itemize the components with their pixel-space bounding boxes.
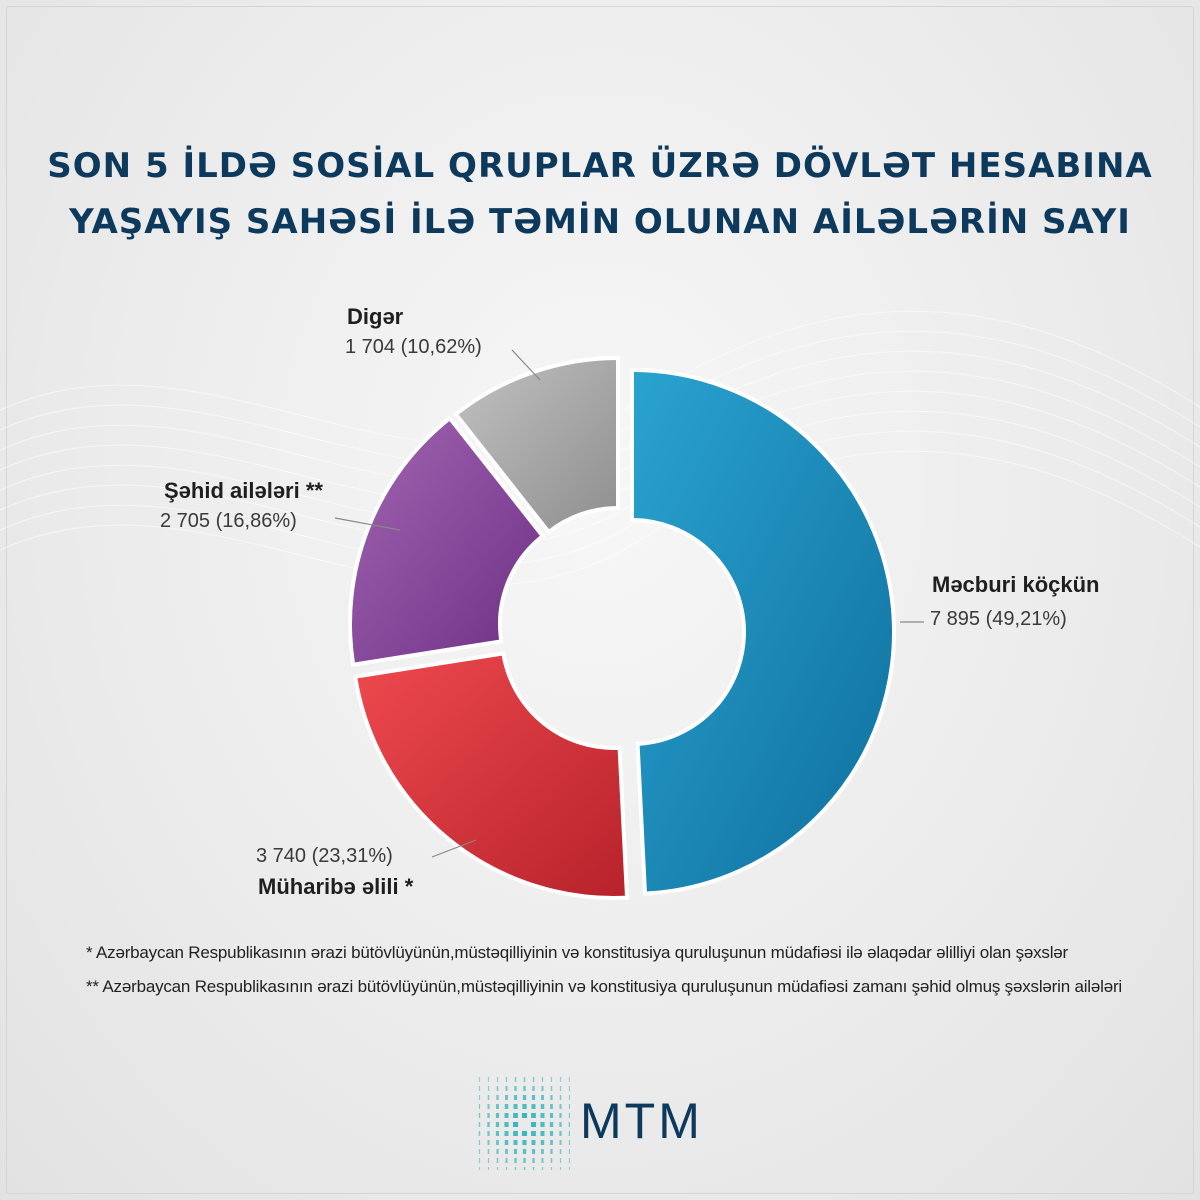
slice-label-name-0: Məcburi köçkün (932, 572, 1100, 597)
slice-label-name-1: Müharibə əlili * (258, 874, 414, 899)
title-line-1: SON 5 İLDƏ SOSİAL QRUPLAR ÜZRƏ DÖVLƏT HE… (47, 146, 1153, 186)
title-line-2: YAŞAYIŞ SAHƏSİ İLƏ TƏMİN OLUNAN AİLƏLƏRİ… (69, 202, 1131, 242)
slice-label-value-2: 2 705 (16,86%) (160, 510, 297, 532)
slice-label-value-1: 3 740 (23,31%) (256, 845, 393, 867)
logo-text: MTM (580, 1093, 703, 1149)
donut-slice-3 (453, 355, 620, 535)
leader-line-2 (334, 517, 401, 531)
leader-line-1 (431, 839, 477, 858)
slice-label-name-2: Şəhid ailələri ** (164, 478, 323, 503)
slice-label-name-3: Digər (347, 304, 404, 329)
donut-slice-1 (352, 651, 630, 900)
chart-title: SON 5 İLDƏ SOSİAL QRUPLAR ÜZRƏ DÖVLƏT HE… (0, 138, 1200, 250)
footnote-1: * Azərbaycan Respublikasının ərazi bütöv… (86, 943, 1069, 962)
mtm-logo: MTM (470, 1070, 770, 1172)
slice-label-value-0: 7 895 (49,21%) (930, 608, 1067, 630)
leader-line-3 (511, 349, 541, 381)
slice-label-value-3: 1 704 (10,62%) (345, 336, 482, 358)
logo-mark-icon (478, 1077, 571, 1172)
footnotes: * Azərbaycan Respublikasının ərazi bütöv… (86, 936, 1166, 1004)
donut-slice-0 (630, 367, 896, 896)
donut-slice-2 (348, 415, 546, 667)
footnote-2: ** Azərbaycan Respublikasının ərazi bütö… (86, 977, 1123, 996)
